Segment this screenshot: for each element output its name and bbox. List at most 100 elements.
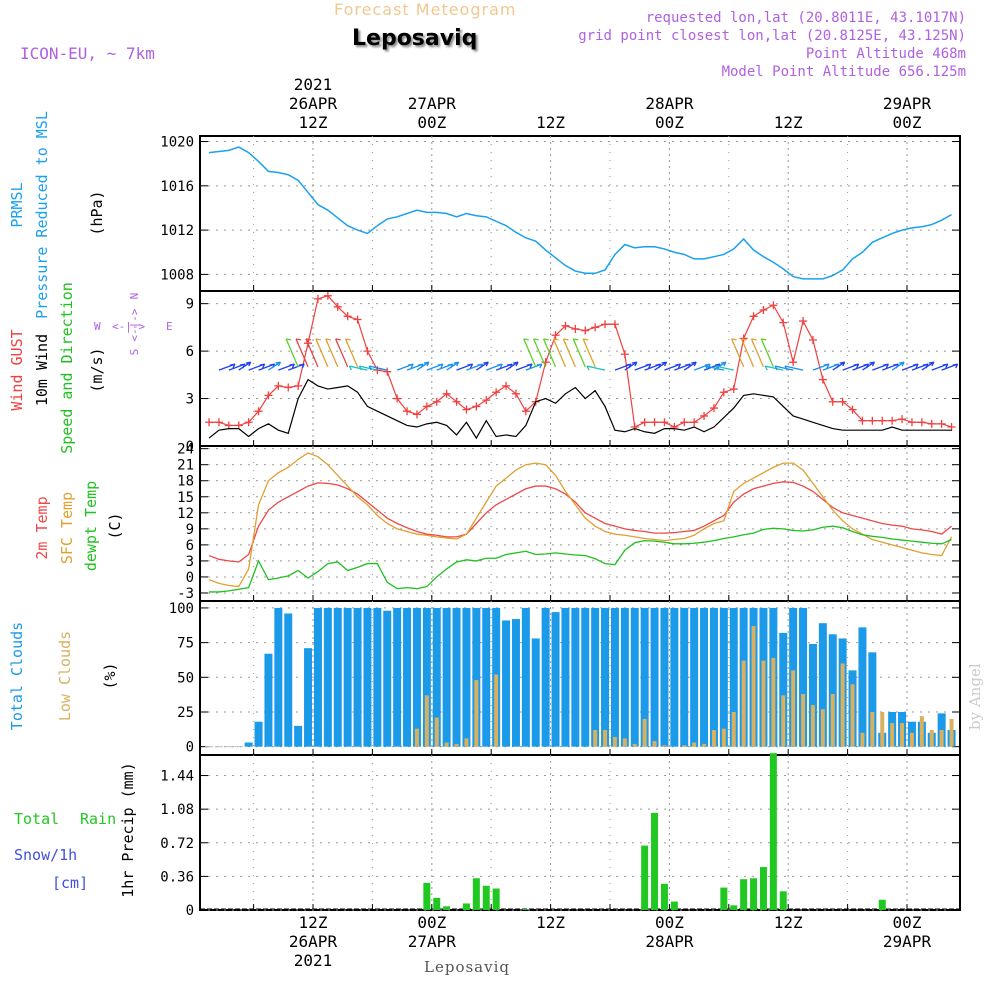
low-clouds-bar	[414, 728, 419, 747]
wind-gust-marker	[601, 320, 610, 329]
wind-gust-marker	[274, 381, 283, 390]
wind-direction-arrow	[582, 338, 596, 368]
precipitation-ytick-label: 1.44	[160, 769, 194, 785]
rain-bar	[660, 883, 668, 910]
wind-direction-arrow	[523, 338, 537, 368]
top-axis-label: 26APR	[289, 94, 338, 113]
wind-gust-marker	[452, 397, 461, 406]
wind-direction-arrow	[446, 361, 460, 371]
low-clouds-bar	[820, 709, 825, 747]
bottom-axis-label: 12Z	[536, 913, 565, 932]
wind-direction-arrow	[784, 365, 804, 371]
wind-direction-arrow	[891, 361, 905, 371]
pressure-name-label: Pressure Reduced to MSL	[33, 111, 51, 319]
rain-bar	[759, 867, 767, 910]
bottom-axis-label: 00Z	[893, 913, 922, 932]
total-clouds-bar	[700, 607, 709, 747]
wind-gust-marker	[205, 418, 214, 427]
low-clouds-bar	[840, 663, 845, 747]
low-clouds-bar	[810, 705, 815, 747]
low-clouds-bar	[900, 723, 905, 747]
wind-direction-arrow	[683, 361, 697, 371]
pressure-ytick-label: 1012	[160, 223, 194, 239]
rain-bar	[482, 885, 490, 910]
pressure-frame	[199, 135, 961, 292]
compass-ns-arrow: <-|->	[128, 308, 141, 341]
total-clouds-bar	[660, 607, 669, 747]
temp-2m-label: 2m Temp	[33, 496, 51, 559]
rain-bar	[651, 812, 659, 910]
low-clouds-bar	[702, 743, 707, 747]
bottom-axis-label: 29APR	[883, 932, 932, 951]
low-clouds-bar	[612, 736, 617, 747]
total-clouds-bar	[690, 607, 699, 747]
top-axis-label: 12Z	[536, 113, 565, 132]
clouds-ytick-label: 25	[177, 705, 194, 721]
wind-direction-arrow	[475, 361, 489, 371]
wind-panel: 0 3 6 9	[186, 290, 961, 455]
total-clouds-bar	[432, 607, 441, 747]
wind-gust-marker	[808, 336, 817, 345]
requested-coords: requested lon,lat (20.8011E, 43.1017N)	[645, 10, 966, 26]
total-clouds-bar	[818, 623, 827, 747]
wind-gust-marker	[700, 411, 709, 420]
wind-gust-marker	[264, 391, 273, 400]
total-clouds-bar	[531, 638, 540, 747]
total-clouds-bar	[868, 652, 877, 747]
total-clouds-bar	[482, 607, 491, 747]
top-axis-label: 00Z	[417, 113, 446, 132]
wind-gust-marker	[888, 416, 897, 425]
wind-gust-marker	[858, 416, 867, 425]
wind-direction-arrow	[416, 361, 430, 371]
chart-subtitle: Forecast Meteogram	[334, 0, 517, 19]
wind-gust-marker	[848, 405, 857, 414]
wind-gust-marker	[640, 418, 649, 427]
total-clouds-bar	[828, 634, 837, 747]
pressure-unit-label: (hPa)	[88, 190, 106, 235]
wind-direction-arrow	[921, 361, 935, 371]
temperature-ytick-label: 24	[177, 442, 194, 458]
low-clouds-bar	[622, 738, 627, 747]
low-clouds-bar	[711, 730, 716, 747]
total-clouds-bar	[591, 607, 600, 747]
temperature-ytick-label: 6	[186, 538, 194, 554]
compass-east: E	[166, 320, 173, 333]
wind-gust-marker	[472, 402, 481, 411]
wind-direction-arrow	[941, 363, 959, 371]
total-clouds-bar	[541, 607, 550, 747]
wind-gust-marker	[937, 419, 946, 428]
temperature-ytick-label: 0	[186, 570, 194, 586]
pressure-abbr-label: PRMSL	[8, 182, 26, 227]
wind-gust-marker	[591, 323, 600, 332]
wind-gust-marker	[254, 407, 263, 416]
total-clouds-bar	[640, 607, 649, 747]
wind-direction-arrow	[862, 361, 876, 371]
wind-direction-arrow	[634, 363, 652, 371]
wind-direction-arrow	[705, 365, 724, 371]
wind-direction-arrow	[760, 338, 774, 368]
clouds-ytick-label: 100	[169, 601, 194, 617]
wind-direction-arrow	[774, 365, 794, 371]
wind-direction-arrow	[764, 365, 784, 371]
wind-direction-arrow	[525, 363, 543, 371]
total-clouds-bar	[521, 607, 530, 747]
total-clouds-bar	[343, 607, 352, 747]
top-axis-label: 00Z	[655, 113, 684, 132]
point-altitude: Point Altitude 468m	[805, 46, 966, 62]
low-clouds-bar	[870, 711, 875, 747]
low-clouds-bar	[850, 684, 855, 747]
total-clouds-bar	[779, 632, 788, 747]
wind-direction-arrow	[335, 338, 349, 368]
low-clouds-bar	[919, 716, 924, 747]
location-title: Leposaviq	[352, 26, 478, 51]
wind-gust-marker	[502, 381, 511, 390]
pressure-ytick-label: 1020	[160, 135, 194, 151]
total-rain-label-total: Total	[14, 810, 59, 828]
wind-direction-arrow	[456, 363, 474, 371]
temperature-ytick-label: 12	[177, 506, 194, 522]
wind-gust-marker	[551, 331, 560, 340]
top-axis-label: 27APR	[408, 94, 457, 113]
clouds-ytick-label: 75	[177, 636, 194, 652]
wind-ytick-label: 6	[186, 344, 194, 360]
